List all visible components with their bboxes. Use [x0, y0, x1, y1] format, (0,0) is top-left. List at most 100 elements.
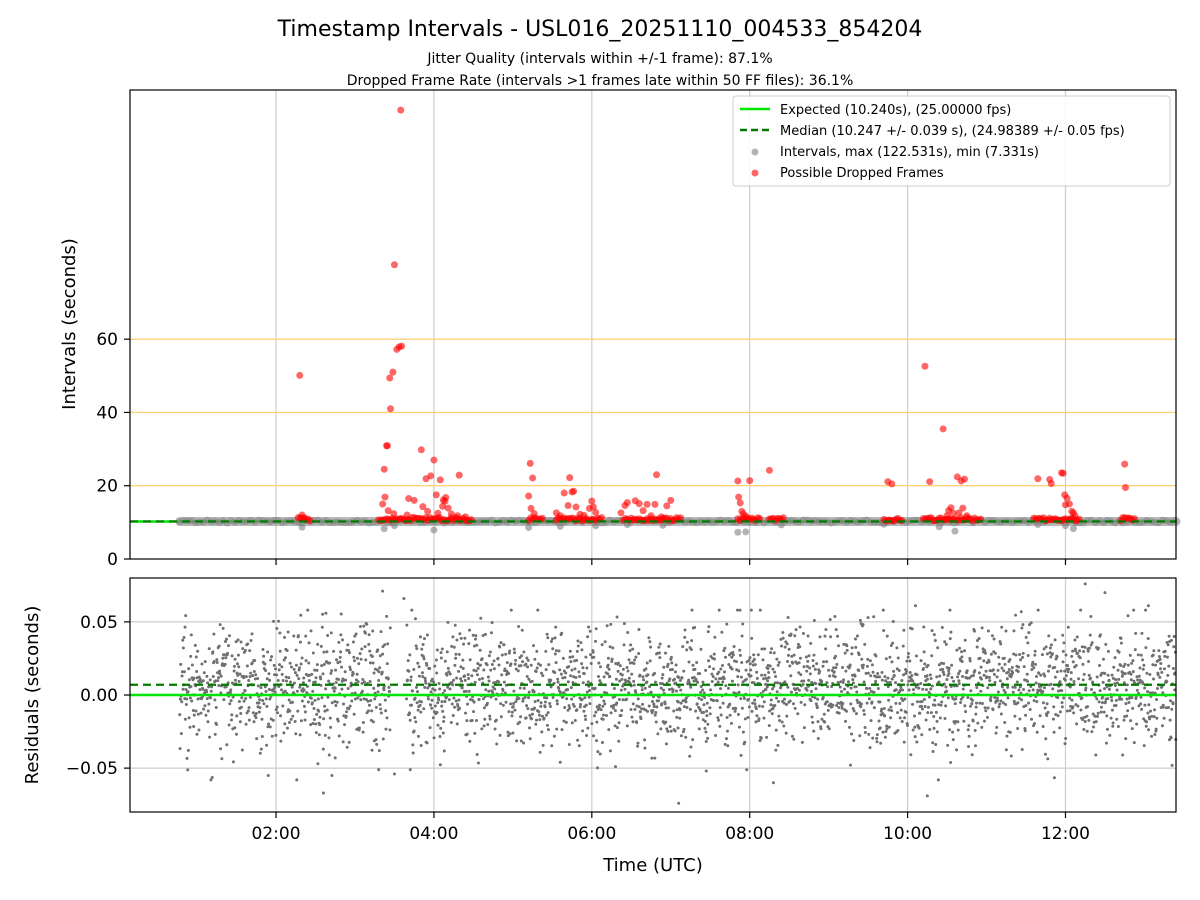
residual-point — [388, 728, 392, 732]
residual-point — [523, 695, 527, 699]
residual-point — [841, 665, 845, 669]
residual-point — [723, 655, 727, 659]
residual-point — [894, 688, 898, 692]
residual-point — [461, 658, 465, 662]
residual-point — [1091, 712, 1095, 716]
residual-point — [275, 673, 279, 677]
residual-point — [619, 713, 623, 717]
residual-point — [239, 640, 243, 644]
residual-point — [907, 652, 911, 656]
residual-point — [676, 726, 680, 730]
residual-point — [991, 708, 995, 712]
residual-point — [406, 678, 410, 682]
residual-point — [920, 707, 924, 711]
residual-point — [650, 711, 654, 715]
residual-point — [1163, 649, 1167, 653]
residual-point — [622, 622, 626, 626]
residual-point — [601, 713, 605, 717]
residual-point — [213, 732, 217, 736]
residual-point — [802, 679, 806, 683]
residual-point — [987, 660, 991, 664]
residual-point — [1082, 649, 1086, 653]
residual-point — [438, 735, 442, 739]
residual-point — [754, 707, 758, 711]
residual-point — [951, 730, 955, 734]
residual-point — [1131, 670, 1135, 674]
residual-point — [336, 719, 340, 723]
residual-point — [740, 706, 744, 710]
residual-point — [205, 690, 209, 694]
residual-point — [720, 630, 724, 634]
residual-point — [1131, 659, 1135, 663]
residual-extreme-1 — [321, 791, 325, 795]
residual-point — [457, 698, 461, 702]
residual-point — [1167, 634, 1171, 638]
residual-point — [583, 714, 587, 718]
residual-point — [300, 656, 304, 660]
residual-point — [1105, 727, 1109, 731]
residual-point — [1058, 710, 1062, 714]
residual-point — [650, 756, 654, 760]
residual-point — [1086, 649, 1090, 653]
dropped-frame-point-34 — [444, 504, 452, 512]
residual-point — [209, 696, 213, 700]
bottom-ytick-label-0: 0.05 — [80, 613, 118, 633]
residual-point — [377, 749, 381, 753]
dropped-frame-point-80 — [888, 480, 896, 488]
residual-point — [740, 634, 744, 638]
residual-point — [769, 703, 773, 707]
residual-point — [932, 726, 936, 730]
residual-point — [915, 673, 919, 677]
residual-point — [848, 663, 852, 667]
residual-point — [1159, 662, 1163, 666]
residual-point — [586, 680, 590, 684]
residual-point — [503, 667, 507, 671]
residual-point — [1133, 648, 1137, 652]
residual-point — [1044, 737, 1048, 741]
residual-point — [220, 757, 224, 761]
residual-point — [602, 675, 606, 679]
residual-point — [1101, 657, 1105, 661]
residual-point — [307, 679, 311, 683]
residual-point — [727, 663, 731, 667]
residual-point — [1172, 645, 1176, 649]
residual-point — [1113, 684, 1117, 688]
residual-point — [329, 671, 333, 675]
residual-point — [330, 774, 334, 778]
residual-point — [811, 664, 815, 668]
residual-extreme-3 — [377, 768, 381, 772]
residual-point — [1017, 665, 1021, 669]
residual-point — [359, 657, 363, 661]
residual-point — [884, 729, 888, 733]
dropped-frame-point-12 — [390, 510, 398, 518]
residual-point — [730, 655, 734, 659]
residual-point — [1165, 680, 1169, 684]
residual-point — [304, 634, 308, 638]
residual-point — [684, 700, 688, 704]
residual-point — [702, 710, 706, 714]
residual-point — [1003, 662, 1007, 666]
residual-point — [371, 661, 375, 665]
residual-point — [353, 697, 357, 701]
residual-point — [694, 709, 698, 713]
residual-point — [204, 713, 208, 717]
residual-point — [606, 656, 610, 660]
residual-point — [485, 701, 489, 705]
residual-point — [457, 669, 461, 673]
residual-point — [1129, 678, 1133, 682]
residual-point — [538, 750, 542, 754]
residual-point — [683, 635, 687, 639]
residual-point — [1172, 634, 1176, 638]
residual-point — [950, 676, 954, 680]
residual-point — [1097, 700, 1101, 704]
residual-point — [527, 690, 531, 694]
residual-point — [766, 667, 770, 671]
residual-point — [857, 653, 861, 657]
residual-point — [615, 615, 619, 619]
residual-point — [841, 680, 845, 684]
residual-point — [214, 679, 218, 683]
residual-point — [653, 671, 657, 675]
residual-point — [206, 709, 210, 713]
residual-point — [1029, 621, 1033, 625]
residual-point — [1141, 667, 1145, 671]
